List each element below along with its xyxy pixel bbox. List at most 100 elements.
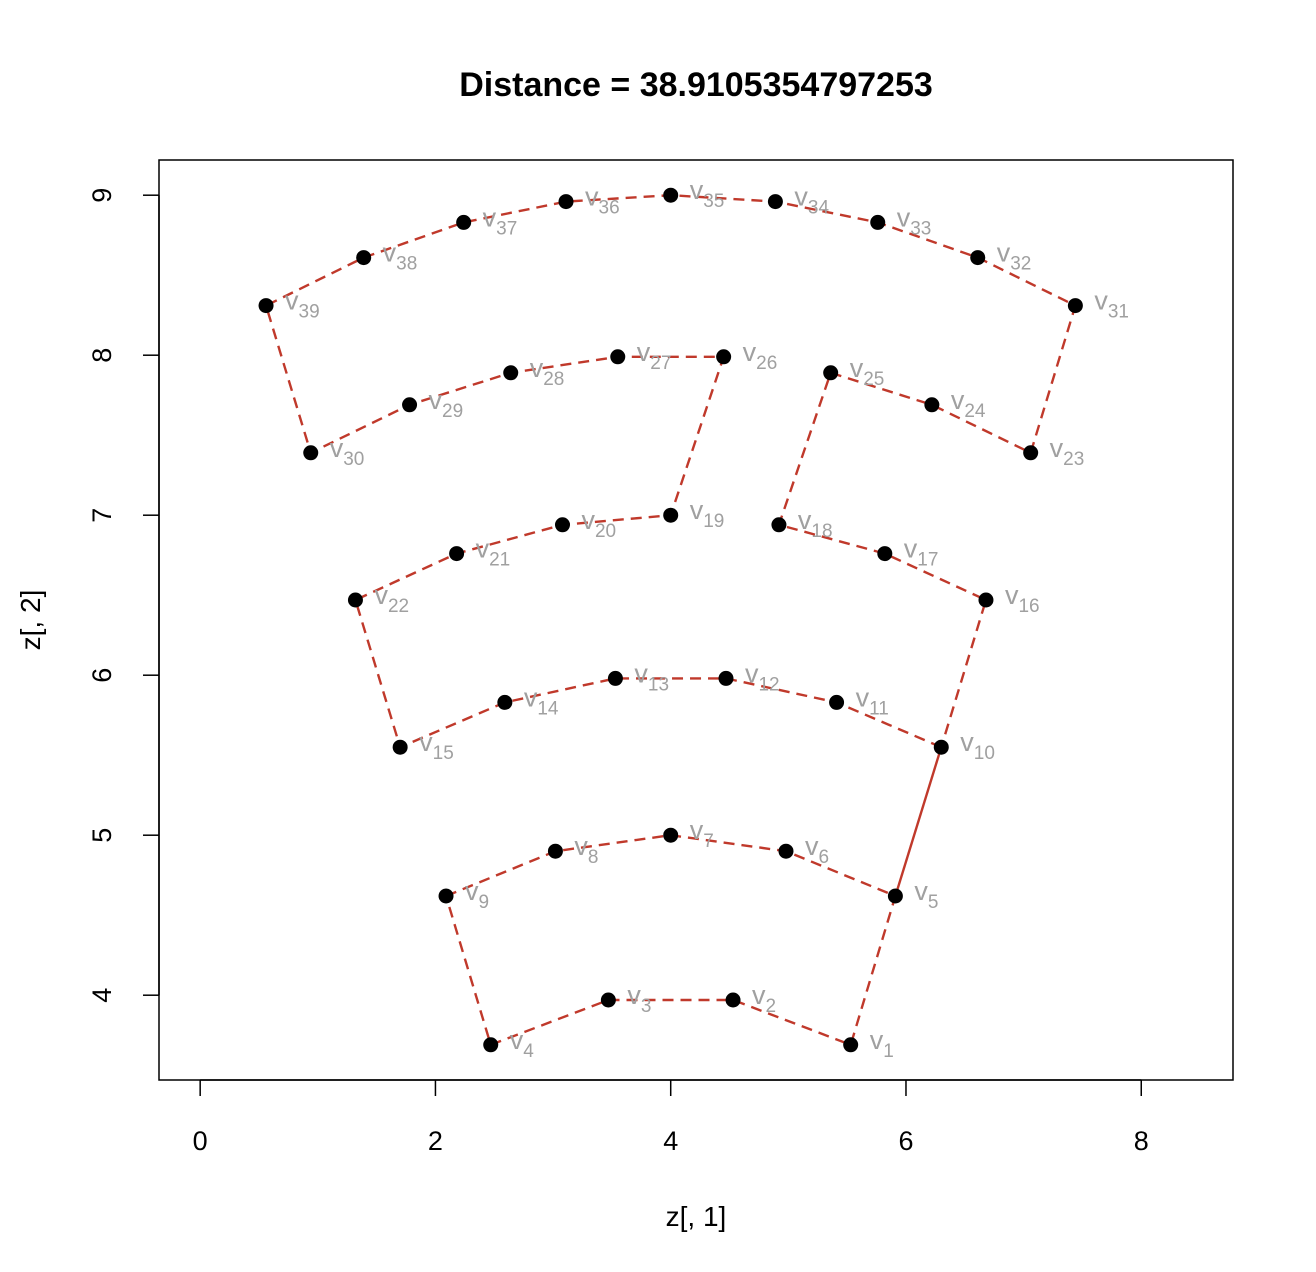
- point-label-v14: v14: [524, 682, 559, 719]
- point-v37: [456, 214, 472, 230]
- point-v39: [258, 298, 274, 314]
- y-axis: 4 5 6 7 8 9: [87, 188, 160, 1003]
- point-v10: [933, 739, 949, 755]
- point-label-v13: v13: [634, 658, 669, 695]
- x-axis: 0 2 4 6 8: [193, 1079, 1149, 1156]
- point-label-v33: v33: [897, 202, 932, 239]
- y-tick-label: 7: [87, 508, 117, 523]
- point-v7: [663, 827, 679, 843]
- x-axis-label: z[, 1]: [666, 1201, 727, 1232]
- point-label-v31: v31: [1094, 286, 1129, 323]
- point-v34: [767, 194, 783, 210]
- point-v24: [924, 397, 940, 413]
- point-label-v34: v34: [794, 182, 829, 219]
- point-v20: [554, 517, 570, 533]
- point-v9: [438, 888, 454, 904]
- point-label-v3: v3: [627, 980, 651, 1017]
- point-v16: [978, 592, 994, 608]
- point-label-v37: v37: [483, 202, 518, 239]
- point-label-v29: v29: [429, 385, 464, 422]
- point-label-v30: v30: [330, 433, 365, 470]
- point-label-v9: v9: [465, 876, 489, 913]
- point-label-v17: v17: [904, 534, 939, 571]
- point-label-v32: v32: [997, 238, 1032, 275]
- point-label-v11: v11: [856, 682, 889, 719]
- point-label-v22: v22: [374, 580, 409, 617]
- point-label-v21: v21: [476, 534, 511, 571]
- point-v32: [970, 250, 986, 266]
- point-v27: [610, 349, 626, 365]
- point-v35: [663, 187, 679, 203]
- point-v38: [356, 250, 372, 266]
- point-label-v24: v24: [951, 385, 986, 422]
- point-v22: [347, 592, 363, 608]
- point-label-v28: v28: [530, 353, 565, 390]
- point-label-v23: v23: [1050, 433, 1085, 470]
- point-labels-layer: v1 v2 v3 v4 v5 v6 v7 v8 v9 v10 v11 v12 v13 v14 v15 v16 v…: [285, 175, 1129, 1062]
- point-v26: [716, 349, 732, 365]
- y-tick-label: 8: [87, 348, 117, 363]
- point-label-v1: v1: [870, 1025, 894, 1062]
- point-v6: [778, 843, 794, 859]
- point-label-v12: v12: [745, 658, 780, 695]
- point-label-v26: v26: [743, 337, 778, 374]
- point-label-v20: v20: [581, 505, 616, 542]
- point-v1: [843, 1037, 859, 1053]
- point-v23: [1023, 445, 1039, 461]
- point-label-v18: v18: [798, 505, 833, 542]
- point-v3: [600, 992, 616, 1008]
- point-label-v8: v8: [574, 831, 598, 868]
- x-tick-label: 4: [663, 1126, 678, 1156]
- point-v14: [497, 694, 513, 710]
- point-label-v27: v27: [637, 337, 672, 374]
- point-label-v36: v36: [585, 182, 620, 219]
- point-v5: [887, 888, 903, 904]
- point-label-v6: v6: [805, 831, 829, 868]
- point-v31: [1067, 298, 1083, 314]
- point-v18: [771, 517, 787, 533]
- x-tick-label: 6: [898, 1126, 913, 1156]
- y-axis-label: z[, 2]: [15, 590, 46, 651]
- point-label-v25: v25: [850, 353, 885, 390]
- point-label-v15: v15: [419, 727, 454, 764]
- point-v30: [303, 445, 319, 461]
- point-v21: [449, 546, 465, 562]
- point-v29: [402, 397, 418, 413]
- point-label-v16: v16: [1005, 580, 1040, 617]
- point-v8: [547, 843, 563, 859]
- point-v13: [607, 670, 623, 686]
- x-tick-label: 8: [1134, 1126, 1149, 1156]
- point-label-v2: v2: [752, 980, 776, 1017]
- solid-segment: [894, 746, 943, 897]
- point-label-v7: v7: [690, 815, 714, 852]
- point-v4: [483, 1037, 499, 1053]
- point-v33: [870, 214, 886, 230]
- y-tick-label: 9: [87, 188, 117, 203]
- point-label-v39: v39: [285, 286, 320, 323]
- point-v2: [725, 992, 741, 1008]
- dashed-path-1: [444, 833, 897, 1047]
- y-tick-label: 4: [87, 988, 117, 1003]
- point-v36: [558, 194, 574, 210]
- point-v11: [829, 694, 845, 710]
- point-label-v4: v4: [510, 1025, 535, 1062]
- point-v19: [663, 507, 679, 523]
- chart-title: Distance = 38.9105354797253: [459, 66, 933, 104]
- point-v17: [877, 546, 893, 562]
- point-label-v5: v5: [914, 876, 938, 913]
- point-v28: [503, 365, 519, 381]
- point-label-v38: v38: [383, 238, 418, 275]
- x-tick-label: 2: [428, 1126, 443, 1156]
- x-tick-label: 0: [193, 1126, 208, 1156]
- point-v15: [392, 739, 408, 755]
- point-label-v10: v10: [960, 727, 995, 764]
- point-label-v35: v35: [690, 175, 725, 212]
- point-v12: [718, 670, 734, 686]
- points-layer: [258, 187, 1083, 1053]
- point-v25: [823, 365, 839, 381]
- y-tick-label: 6: [87, 668, 117, 683]
- point-label-v19: v19: [690, 495, 725, 532]
- y-tick-label: 5: [87, 828, 117, 843]
